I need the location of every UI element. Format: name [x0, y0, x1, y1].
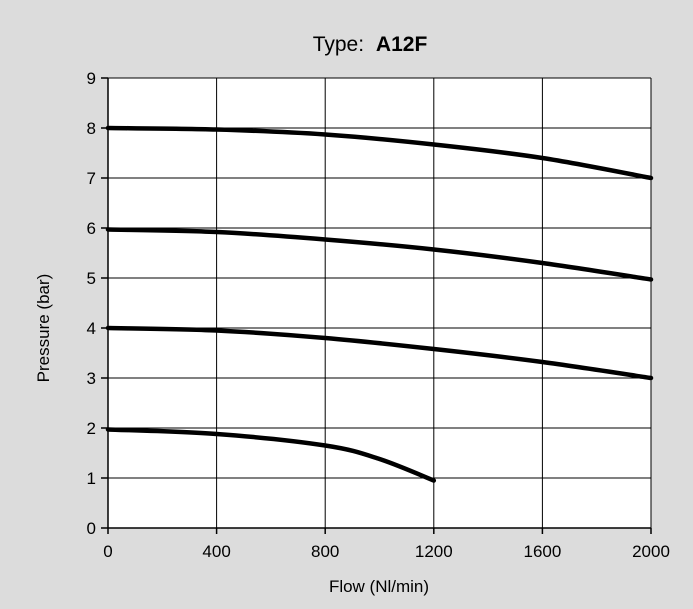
axes	[101, 77, 652, 534]
tick-labels: 0 1 2 3 4 5 6 7 8 9 0 400 800 1200 1600 2000	[87, 69, 670, 561]
x-tick-label-1200: 1200	[415, 542, 453, 561]
y-tick-label-5: 5	[87, 269, 96, 288]
series-line-4	[105, 427, 437, 483]
x-tick-label-0: 0	[103, 542, 112, 561]
y-tick-label-4: 4	[87, 319, 96, 338]
x-tick-label-400: 400	[202, 542, 230, 561]
plot-area	[108, 78, 651, 528]
y-tick-label-3: 3	[87, 369, 96, 388]
series-line-2	[105, 227, 654, 282]
y-tick-label-2: 2	[87, 419, 96, 438]
x-tick-label-2000: 2000	[632, 542, 670, 561]
y-tick-label-9: 9	[87, 69, 96, 88]
x-tick-label-800: 800	[311, 542, 339, 561]
series-line-1	[105, 125, 654, 181]
y-tick-label-1: 1	[87, 469, 96, 488]
y-axis-label: Pressure (bar)	[34, 274, 53, 383]
x-tick-label-1600: 1600	[523, 542, 561, 561]
y-tick-label-0: 0	[87, 519, 96, 538]
y-tick-label-7: 7	[87, 169, 96, 188]
x-axis-label: Flow (Nl/min)	[329, 577, 429, 596]
y-tick-label-6: 6	[87, 219, 96, 238]
series-line-3	[105, 325, 654, 381]
chart-title-prefix: Type:	[313, 33, 364, 56]
series-lines	[105, 125, 654, 483]
chart-title: Type: A12F	[313, 33, 428, 56]
chart-title-model: A12F	[376, 33, 428, 56]
y-tick-label-8: 8	[87, 119, 96, 138]
